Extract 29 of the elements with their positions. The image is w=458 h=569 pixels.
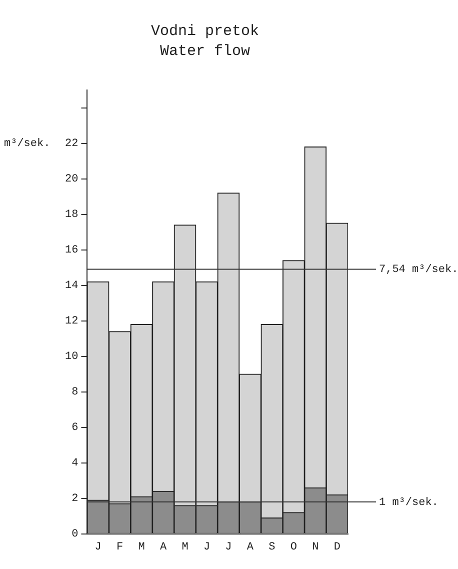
x-tick-label: A (246, 541, 254, 554)
x-tick-label: O (290, 541, 298, 554)
y-tick-label: 18 (65, 209, 78, 222)
y-axis-title: m³/sek. (4, 138, 50, 150)
chart-title: Vodni pretok (150, 22, 260, 40)
y-tick-label: 12 (65, 316, 78, 328)
y-tick-label: 22 (65, 138, 78, 150)
y-tick-label: 6 (72, 422, 78, 434)
x-tick-label: N (312, 541, 319, 554)
y-tick-label: 14 (65, 280, 79, 292)
y-tick-label: 10 (65, 351, 78, 364)
x-tick-label: M (138, 541, 145, 554)
y-tick-label: 8 (72, 386, 78, 399)
ref-line-label: 1 m³/sek. (379, 496, 438, 509)
x-tick-label: S (268, 541, 276, 554)
y-tick-label: 16 (65, 244, 78, 257)
chart-subtitle: Water flow (160, 42, 250, 60)
ref-line-label: 7,54 m³/sek. (379, 264, 458, 276)
x-tick-label: F (116, 541, 124, 554)
y-tick-label: 2 (72, 493, 78, 506)
y-tick-label: 20 (65, 174, 78, 186)
y-tick-label: 0 (72, 528, 78, 541)
x-tick-label: D (334, 541, 341, 554)
x-tick-label: J (203, 541, 210, 554)
x-tick-label: M (182, 541, 188, 554)
x-tick-label: A (160, 541, 167, 554)
x-tick-label: J (94, 541, 102, 554)
x-tick-label: J (225, 541, 232, 554)
y-tick-label: 4 (72, 458, 79, 470)
